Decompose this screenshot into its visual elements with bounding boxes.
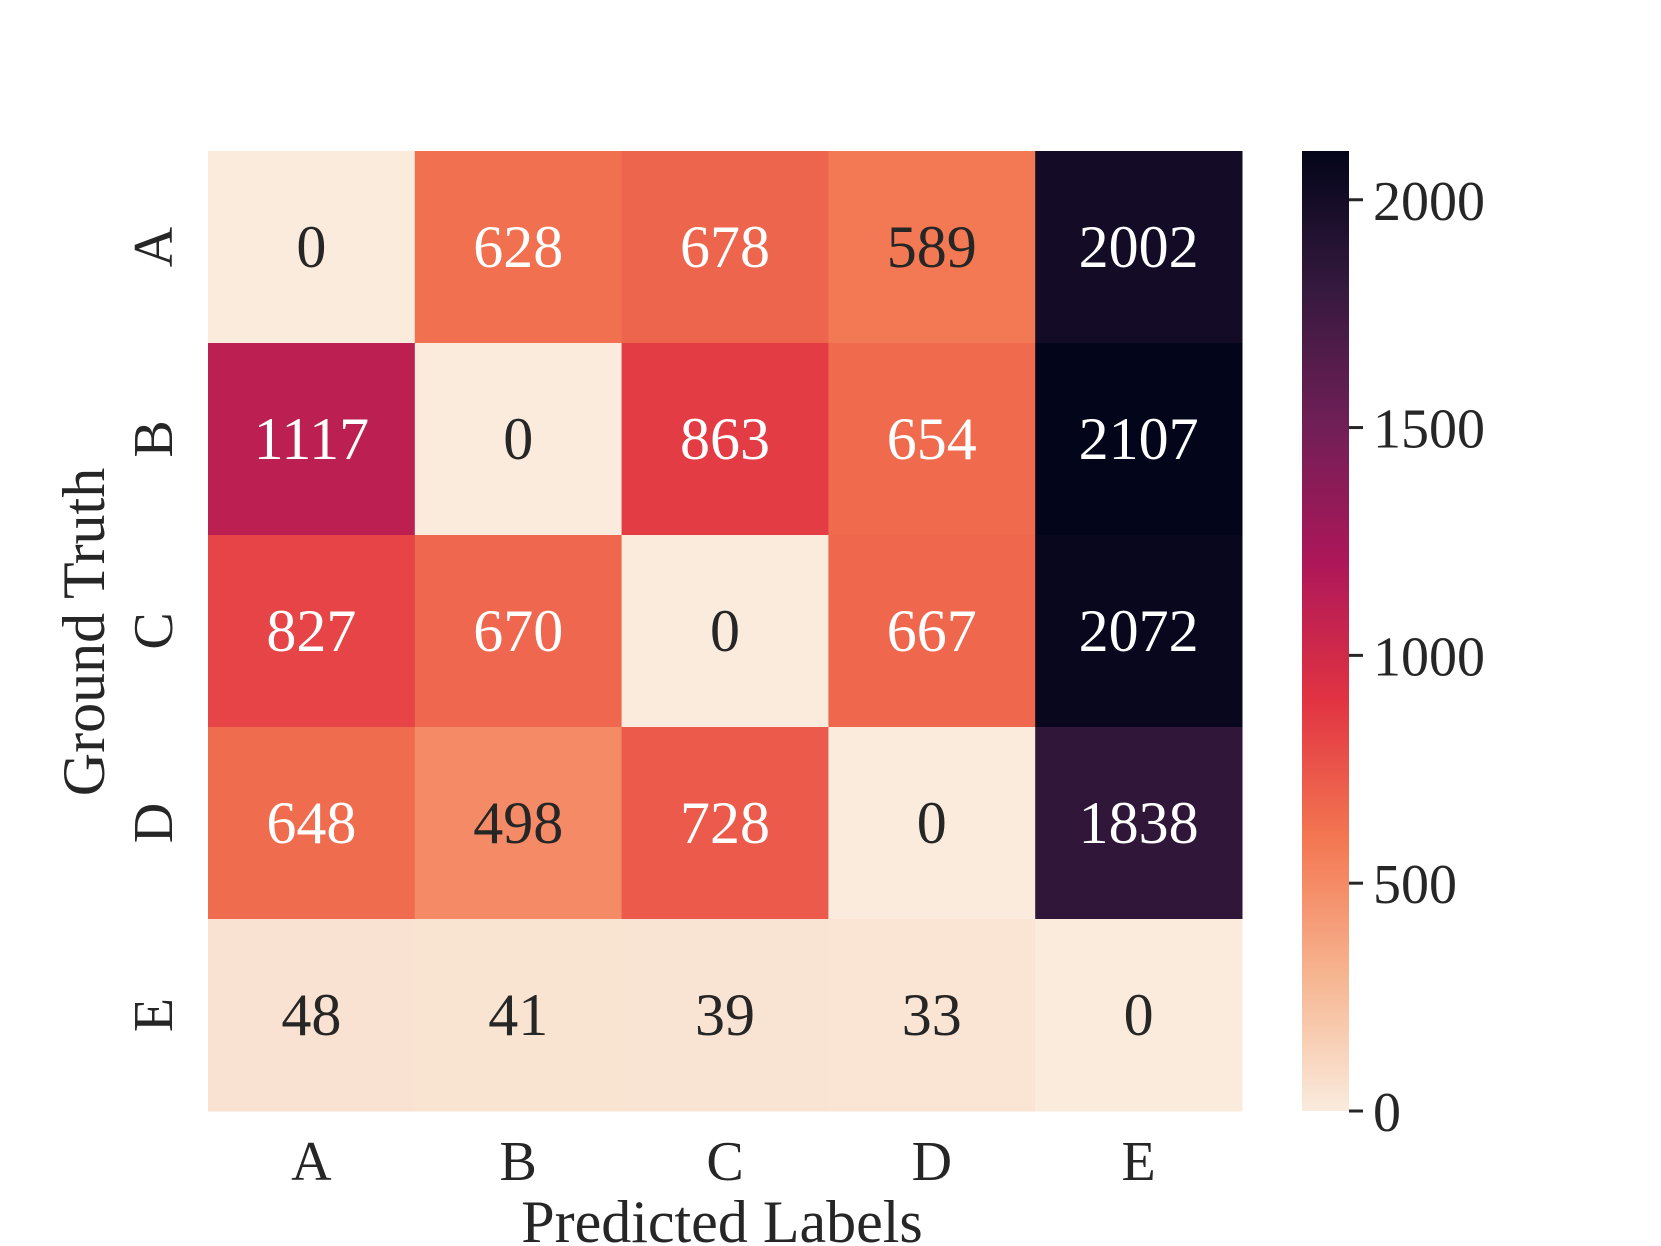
heatmap-cell-B-E — [1035, 343, 1243, 536]
colorbar-tick-label: 1500 — [1373, 399, 1485, 461]
cell-value-label: 0 — [296, 214, 326, 280]
x-tick-label: B — [500, 1131, 537, 1193]
cell-value-label: 2002 — [1079, 214, 1199, 280]
colorbar-tick-label: 500 — [1373, 854, 1457, 916]
cell-value-label: 863 — [680, 406, 770, 472]
colorbar-ticks: 0 500 1000 1500 2000 — [1349, 171, 1485, 1144]
cell-value-label: 654 — [887, 406, 977, 472]
cell-value-label: 1117 — [254, 406, 370, 472]
cell-value-labels: 0 628 678 589 2002 1117 0 863 654 2107 827 670 0 667 2… — [254, 214, 1199, 1048]
cell-value-label: 0 — [503, 406, 533, 472]
colorbar-tick-label: 0 — [1373, 1082, 1401, 1144]
heatmap-cell-A-E — [1035, 151, 1243, 344]
cell-value-label: 678 — [680, 214, 770, 280]
y-tick-label: B — [123, 420, 185, 457]
cell-value-label: 0 — [710, 598, 740, 664]
cell-value-label: 728 — [680, 790, 770, 856]
heatmap-cell-E-C — [621, 919, 829, 1112]
cell-value-label: 1838 — [1079, 790, 1199, 856]
heatmap-cell-C-D — [828, 535, 1036, 728]
heatmap-cell-C-A — [208, 535, 416, 728]
heatmap-cell-E-E — [1035, 919, 1243, 1112]
heatmap-cell-B-C — [621, 343, 829, 536]
heatmap-cell-D-E — [1035, 727, 1243, 920]
cell-value-label: 48 — [281, 982, 341, 1048]
x-tick-label: E — [1121, 1131, 1155, 1193]
cell-value-label: 33 — [902, 982, 962, 1048]
cell-value-label: 827 — [266, 598, 356, 664]
x-tick-label: D — [912, 1131, 952, 1193]
y-tick-labels: A B C D E — [123, 226, 185, 1032]
colorbar-tick-label: 1000 — [1373, 626, 1485, 688]
heatmap-cell-B-B — [414, 343, 623, 536]
cell-value-label: 498 — [473, 790, 563, 856]
cell-value-label: 628 — [473, 214, 563, 280]
heatmap-cell-A-A — [208, 151, 416, 344]
cell-value-label: 39 — [695, 982, 755, 1048]
cell-value-label: 2107 — [1079, 406, 1199, 472]
y-tick-label: E — [123, 998, 185, 1032]
y-tick-label: A — [123, 226, 185, 267]
x-tick-label: C — [706, 1131, 743, 1193]
heatmap-cell-B-D — [828, 343, 1036, 536]
cell-value-label: 667 — [887, 598, 977, 664]
heatmap-cell-E-A — [208, 919, 416, 1112]
x-axis-label: Predicted Labels — [521, 1189, 923, 1246]
cell-value-label: 41 — [488, 982, 548, 1048]
cell-value-label: 0 — [1124, 982, 1154, 1048]
heatmap-cell-D-C — [621, 727, 829, 920]
cell-value-label: 2072 — [1079, 598, 1199, 664]
y-tick-label: C — [123, 612, 185, 649]
heatmap-cell-E-D — [828, 919, 1036, 1112]
x-tick-labels: A B C D E — [291, 1131, 1156, 1193]
colorbar — [1302, 151, 1349, 1111]
heatmap-cell-A-B — [414, 151, 623, 344]
heatmap-cell-C-C — [621, 535, 829, 728]
heatmap-cell-D-B — [414, 727, 623, 920]
heatmap-cell-A-D — [828, 151, 1036, 344]
cell-value-label: 589 — [887, 214, 977, 280]
y-axis-label: Ground Truth — [51, 468, 117, 796]
cell-value-label: 0 — [917, 790, 947, 856]
y-tick-label: D — [123, 803, 185, 843]
x-tick-label: A — [291, 1131, 332, 1193]
heatmap-cell-D-D — [828, 727, 1036, 920]
cell-value-label: 670 — [473, 598, 563, 664]
heatmap-cell-C-B — [414, 535, 623, 728]
cell-value-label: 648 — [266, 790, 356, 856]
heatmap-cell-E-B — [414, 919, 623, 1112]
heatmap-cell-B-A — [208, 343, 416, 536]
colorbar-tick-label: 2000 — [1373, 171, 1485, 233]
heatmap-cell-A-C — [621, 151, 829, 344]
heatmap-cell-D-A — [208, 727, 416, 920]
heatmap-cells — [208, 151, 1243, 1112]
heatmap-cell-C-E — [1035, 535, 1243, 728]
